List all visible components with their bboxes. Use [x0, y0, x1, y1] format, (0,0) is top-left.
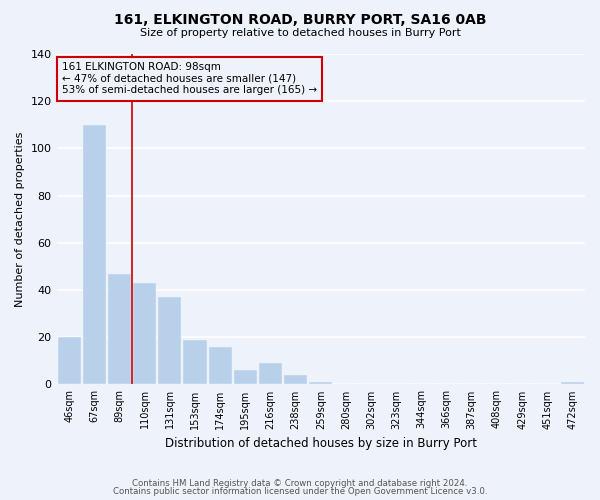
Text: Contains HM Land Registry data © Crown copyright and database right 2024.: Contains HM Land Registry data © Crown c…: [132, 478, 468, 488]
Bar: [108, 274, 131, 384]
Text: Size of property relative to detached houses in Burry Port: Size of property relative to detached ho…: [140, 28, 460, 38]
Bar: [561, 382, 584, 384]
Bar: [234, 370, 257, 384]
Bar: [184, 340, 206, 384]
Bar: [133, 283, 156, 384]
Bar: [259, 363, 282, 384]
Bar: [158, 297, 181, 384]
X-axis label: Distribution of detached houses by size in Burry Port: Distribution of detached houses by size …: [165, 437, 477, 450]
Bar: [58, 337, 80, 384]
Text: 161 ELKINGTON ROAD: 98sqm
← 47% of detached houses are smaller (147)
53% of semi: 161 ELKINGTON ROAD: 98sqm ← 47% of detac…: [62, 62, 317, 96]
Text: 161, ELKINGTON ROAD, BURRY PORT, SA16 0AB: 161, ELKINGTON ROAD, BURRY PORT, SA16 0A…: [114, 12, 486, 26]
Bar: [209, 346, 232, 385]
Bar: [309, 382, 332, 384]
Y-axis label: Number of detached properties: Number of detached properties: [15, 132, 25, 307]
Bar: [83, 125, 106, 384]
Bar: [284, 375, 307, 384]
Text: Contains public sector information licensed under the Open Government Licence v3: Contains public sector information licen…: [113, 487, 487, 496]
